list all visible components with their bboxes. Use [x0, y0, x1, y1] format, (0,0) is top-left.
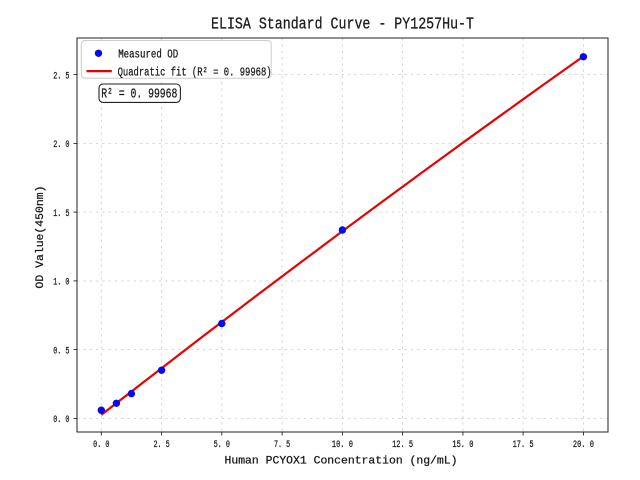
svg-text:ELISA Standard Curve - PY1257H: ELISA Standard Curve - PY1257Hu-T — [211, 16, 474, 35]
svg-text:2. 5: 2. 5 — [53, 70, 69, 82]
svg-text:5. 0: 5. 0 — [214, 439, 230, 451]
svg-text:OD Value(450nm): OD Value(450nm) — [35, 186, 47, 289]
svg-text:2. 0: 2. 0 — [53, 139, 69, 151]
svg-text:Measured OD: Measured OD — [118, 48, 178, 62]
svg-text:0. 5: 0. 5 — [53, 345, 69, 357]
svg-text:7. 5: 7. 5 — [274, 439, 290, 451]
svg-text:1. 5: 1. 5 — [53, 208, 69, 220]
svg-text:2. 5: 2. 5 — [153, 439, 169, 451]
svg-text:Human PCYOX1 Concentration (ng: Human PCYOX1 Concentration (ng/mL) — [225, 456, 458, 468]
svg-text:1. 0: 1. 0 — [53, 277, 69, 289]
svg-text:20. 0: 20. 0 — [573, 439, 594, 451]
svg-text:0. 0: 0. 0 — [53, 414, 69, 426]
svg-text:0. 0: 0. 0 — [93, 439, 109, 451]
svg-text:R² = 0. 99968: R² = 0. 99968 — [101, 86, 177, 102]
svg-text:15. 0: 15. 0 — [452, 439, 473, 451]
svg-text:17. 5: 17. 5 — [513, 439, 534, 451]
svg-text:12. 5: 12. 5 — [392, 439, 413, 451]
svg-text:10. 0: 10. 0 — [332, 439, 353, 451]
svg-text:Quadratic fit (R² = 0. 99968): Quadratic fit (R² = 0. 99968) — [118, 65, 272, 79]
